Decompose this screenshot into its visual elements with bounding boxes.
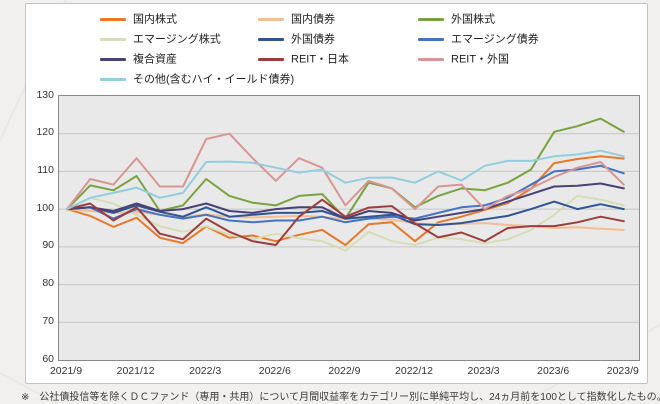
legend-item-9: その他(含むハイ・イールド債券) [100,73,294,86]
legend-swatch-icon [418,18,444,22]
legend-label: 国内債券 [291,13,335,26]
y-tick-label-120: 120 [36,126,54,139]
y-tick-label-80: 80 [42,277,54,290]
legend-swatch-icon [100,38,126,42]
legend-swatch-icon [100,58,126,62]
legend-item-6: 複合資産 [100,53,258,66]
series-line-9 [66,149,625,211]
y-tick-label-90: 90 [42,239,54,252]
series-line-8 [66,132,625,211]
x-tick-label-2022-6: 2022/6 [258,365,291,377]
x-tick-label-2022-12: 2022/12 [395,365,433,377]
plot-area [58,95,640,361]
x-axis-labels: 2021/9 2021/12 2022/3 2022/6 2022/9 2022/12 20… [50,365,639,379]
legend-item-1: 国内債券 [258,13,418,26]
legend-label: 外国債券 [291,33,335,46]
y-tick-label-100: 100 [36,201,54,214]
x-tick-label-2021-9: 2021/9 [49,365,83,377]
line-chart [59,117,639,323]
x-tick-label-2022-3: 2022/3 [189,365,222,377]
legend-label: その他(含むハイ・イールド債券) [133,73,295,86]
legend-swatch-icon [418,38,444,42]
legend-item-8: REIT・外国 [418,53,539,66]
legend-label: REIT・外国 [451,53,510,66]
legend-label: REIT・日本 [291,53,350,66]
series-line-3 [66,194,625,252]
legend-item-4: 外国債券 [258,33,418,46]
legend-item-5: エマージング債券 [418,33,539,46]
legend-item-0: 国内株式 [100,13,258,26]
legend-item-2: 外国株式 [418,13,539,26]
series-line-7 [66,198,625,246]
footnote-text: ※ 公社債投信等を除くＤＣファンド（専用・共用）について月間収益率をカテゴリー別… [21,392,660,403]
series-line-5 [66,164,625,224]
legend-label: 外国株式 [451,13,495,26]
legend-swatch-icon [258,38,284,42]
legend-label: 国内株式 [133,13,177,26]
x-tick-label-2021-12: 2021/12 [116,365,155,377]
x-tick-label-2023-9: 2023/9 [606,365,639,377]
x-tick-label-2023-6: 2023/6 [537,365,570,377]
y-tick-label-60: 60 [42,352,54,365]
legend-swatch-icon [418,58,444,62]
y-tick-label-70: 70 [42,314,54,327]
y-tick-label-130: 130 [36,88,54,101]
legend-label: エマージング株式 [133,33,221,46]
x-tick-label-2023-3: 2023/3 [467,365,500,377]
legend-swatch-icon [258,58,284,62]
footnote: ※ 公社債投信等を除くＤＣファンド（専用・共用）について月間収益率をカテゴリー別… [21,388,660,403]
y-axis-labels: 60 70 80 90 100 110 120 130 [26,89,54,365]
y-tick-label-110: 110 [37,163,54,176]
legend-swatch-icon [100,18,126,22]
legend-item-3: エマージング株式 [100,33,258,46]
series-line-0 [66,155,625,246]
x-tick-label-2022-9: 2022/9 [328,365,361,377]
chart-panel: 国内株式 国内債券 外国株式エマージング株式 外国債券 エマージング債券複合資産 REIT… [25,3,648,384]
legend-swatch-icon [100,78,126,82]
legend-swatch-icon [258,18,284,22]
legend-label: 複合資産 [133,53,177,66]
legend-item-7: REIT・日本 [258,53,418,66]
series-line-6 [66,182,625,222]
legend-label: エマージング債券 [451,33,539,46]
chart-legend: 国内株式 国内債券 外国株式エマージング株式 外国債券 エマージング債券複合資産 REIT… [100,13,539,86]
